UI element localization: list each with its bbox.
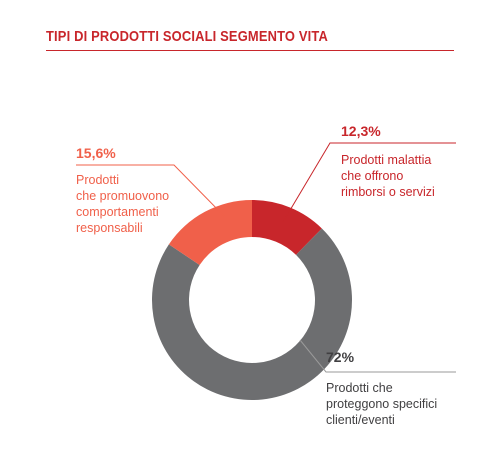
slice-malattia: [252, 200, 322, 255]
desc-label-clienti: Prodotti che proteggono specifici client…: [326, 380, 437, 428]
desc-line: che offrono: [341, 169, 404, 183]
desc-line: proteggono specifici: [326, 397, 438, 411]
pct-label-comportamenti: 15,6%: [76, 145, 116, 161]
chart-title: TIPI DI PRODOTTI SOCIALI SEGMENTO VITA: [46, 28, 328, 45]
desc-label-comportamenti: Prodotti che promuovono comportamenti re…: [76, 172, 169, 236]
desc-label-malattia: Prodotti malattia che offrono rimborsi o…: [341, 152, 435, 200]
desc-line: rimborsi o servizi: [341, 185, 435, 199]
desc-line: Prodotti: [76, 173, 120, 187]
desc-line: Prodotti che: [326, 381, 393, 395]
leader-line-comportamenti: [76, 164, 226, 218]
title-underline: [46, 50, 454, 51]
leader-line-clienti: [299, 339, 456, 373]
desc-line: che promuovono: [76, 189, 170, 203]
pct-label-malattia: 12,3%: [341, 123, 381, 139]
desc-line: comportamenti: [76, 205, 159, 219]
desc-line: Prodotti malattia: [341, 153, 432, 167]
slice-clienti: [152, 228, 352, 401]
slice-comportamenti: [168, 200, 252, 265]
desc-line: responsabili: [76, 221, 143, 235]
leader-line-malattia: [282, 142, 456, 223]
desc-line: clienti/eventi: [326, 413, 395, 427]
pct-label-clienti: 72%: [326, 349, 355, 365]
